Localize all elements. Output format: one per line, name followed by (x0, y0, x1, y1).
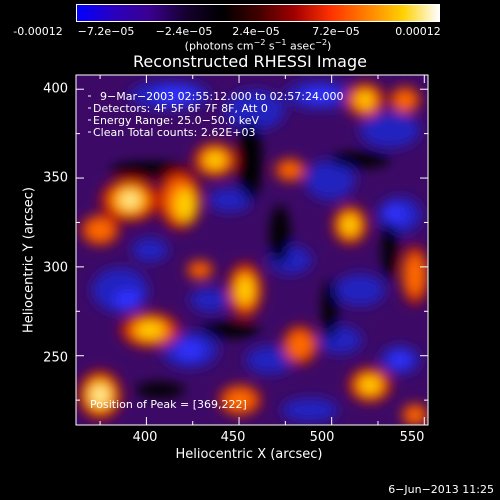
colorbar-tick-label: -0.00012 (13, 25, 63, 38)
y-tick-label: 350 (43, 170, 68, 186)
x-tick-label: 400 (132, 430, 158, 445)
heatmap-blob-zero (238, 120, 262, 200)
colorbar-tick-label: 2.4e−05 (232, 25, 280, 38)
heatmap-blob-negative (114, 290, 142, 310)
heatmap-blob-negative (153, 87, 197, 103)
heatmap-blob-negative (132, 238, 168, 262)
heatmap-blob-positive (86, 218, 114, 242)
colorbar (76, 4, 440, 22)
annotation-detectors: Detectors: 4F 5F 6F 7F 8F, Att 0 (93, 102, 268, 115)
heatmap-blob-positive (287, 331, 313, 359)
heatmap-blob-zero (382, 220, 398, 280)
heatmap-blob-positive (405, 406, 425, 424)
y-tick-label: 300 (43, 260, 68, 276)
footer-timestamp: 6−Jun−2013 11:25 (388, 483, 494, 496)
heatmap-blob-peak (124, 195, 136, 205)
heatmap-blob-positive (237, 276, 253, 304)
heatmap-blob-zero (200, 322, 260, 338)
annotation-clean-counts: Clean Total counts: 2.62E+03 (93, 126, 256, 139)
heatmap-blob-negative (390, 352, 410, 368)
annotation-time-range: 9−Mar−2003 02:55:12.000 to 02:57:24.000 (100, 90, 344, 103)
heatmap-blob-positive (175, 189, 195, 221)
heatmap-blob-positive (393, 90, 417, 110)
heatmap-blob-negative (335, 274, 385, 306)
annotation-peak-position: Position of Peak = [369,222] (90, 398, 247, 411)
colorbar-tick-label: 0.00012 (395, 25, 441, 38)
heatmap-blob-zero (322, 280, 338, 340)
heatmap-blob-positive (357, 92, 373, 108)
colorbar-tick-label: −7.2e−05 (77, 25, 135, 38)
y-tick-label: 250 (43, 350, 68, 366)
heatmap-blob-positive (360, 377, 380, 393)
x-tick-label: 550 (399, 430, 425, 445)
heatmap-blob-negative (208, 188, 252, 212)
x-tick-label: 450 (220, 430, 246, 445)
heatmap-blob-positive (136, 322, 164, 338)
heatmap-blob-peak (94, 389, 106, 401)
heatmap-blob-zero (270, 205, 290, 265)
colorbar-tick-label: 7.2e−05 (312, 25, 360, 38)
chart-title: Reconstructed RHESSI Image (133, 52, 367, 71)
heatmap-blob-zero (330, 152, 390, 168)
heatmap-blob-negative (190, 288, 230, 312)
heatmap-blob-negative (383, 205, 407, 225)
x-axis-label: Heliocentric X (arcsec) (175, 447, 323, 462)
heatmap-blob-positive (190, 263, 210, 277)
annotation-energy-range: Energy Range: 25.0−50.0 keV (93, 114, 260, 127)
heatmap-blob-positive (278, 161, 302, 179)
heatmap-blob-positive (342, 215, 358, 235)
heatmap-blob-positive (405, 254, 425, 296)
heatmap-blob-negative (246, 346, 294, 374)
colorbar-tick-label: −2.4e−05 (155, 25, 213, 38)
y-tick-label: 400 (43, 81, 68, 97)
heatmap-blob-zero (135, 382, 185, 398)
heatmap-blob-negative (305, 160, 355, 200)
y-axis-label: Heliocentric Y (arcsec) (21, 187, 37, 333)
heatmap-blob-positive (224, 388, 256, 412)
plot-frame (75, 74, 429, 426)
colorbar-units: (photons cm−2 s−1 asec−2) (184, 38, 332, 53)
heatmap-blob-negative (225, 90, 285, 130)
heatmap-blob-positive (205, 152, 225, 168)
heatmap-blob-negative (176, 341, 204, 359)
heatmap-blob-negative (360, 112, 420, 148)
heatmap-blob-negative (302, 88, 338, 102)
heatmap-blob-negative (282, 398, 338, 422)
x-tick-label: 500 (309, 430, 335, 445)
